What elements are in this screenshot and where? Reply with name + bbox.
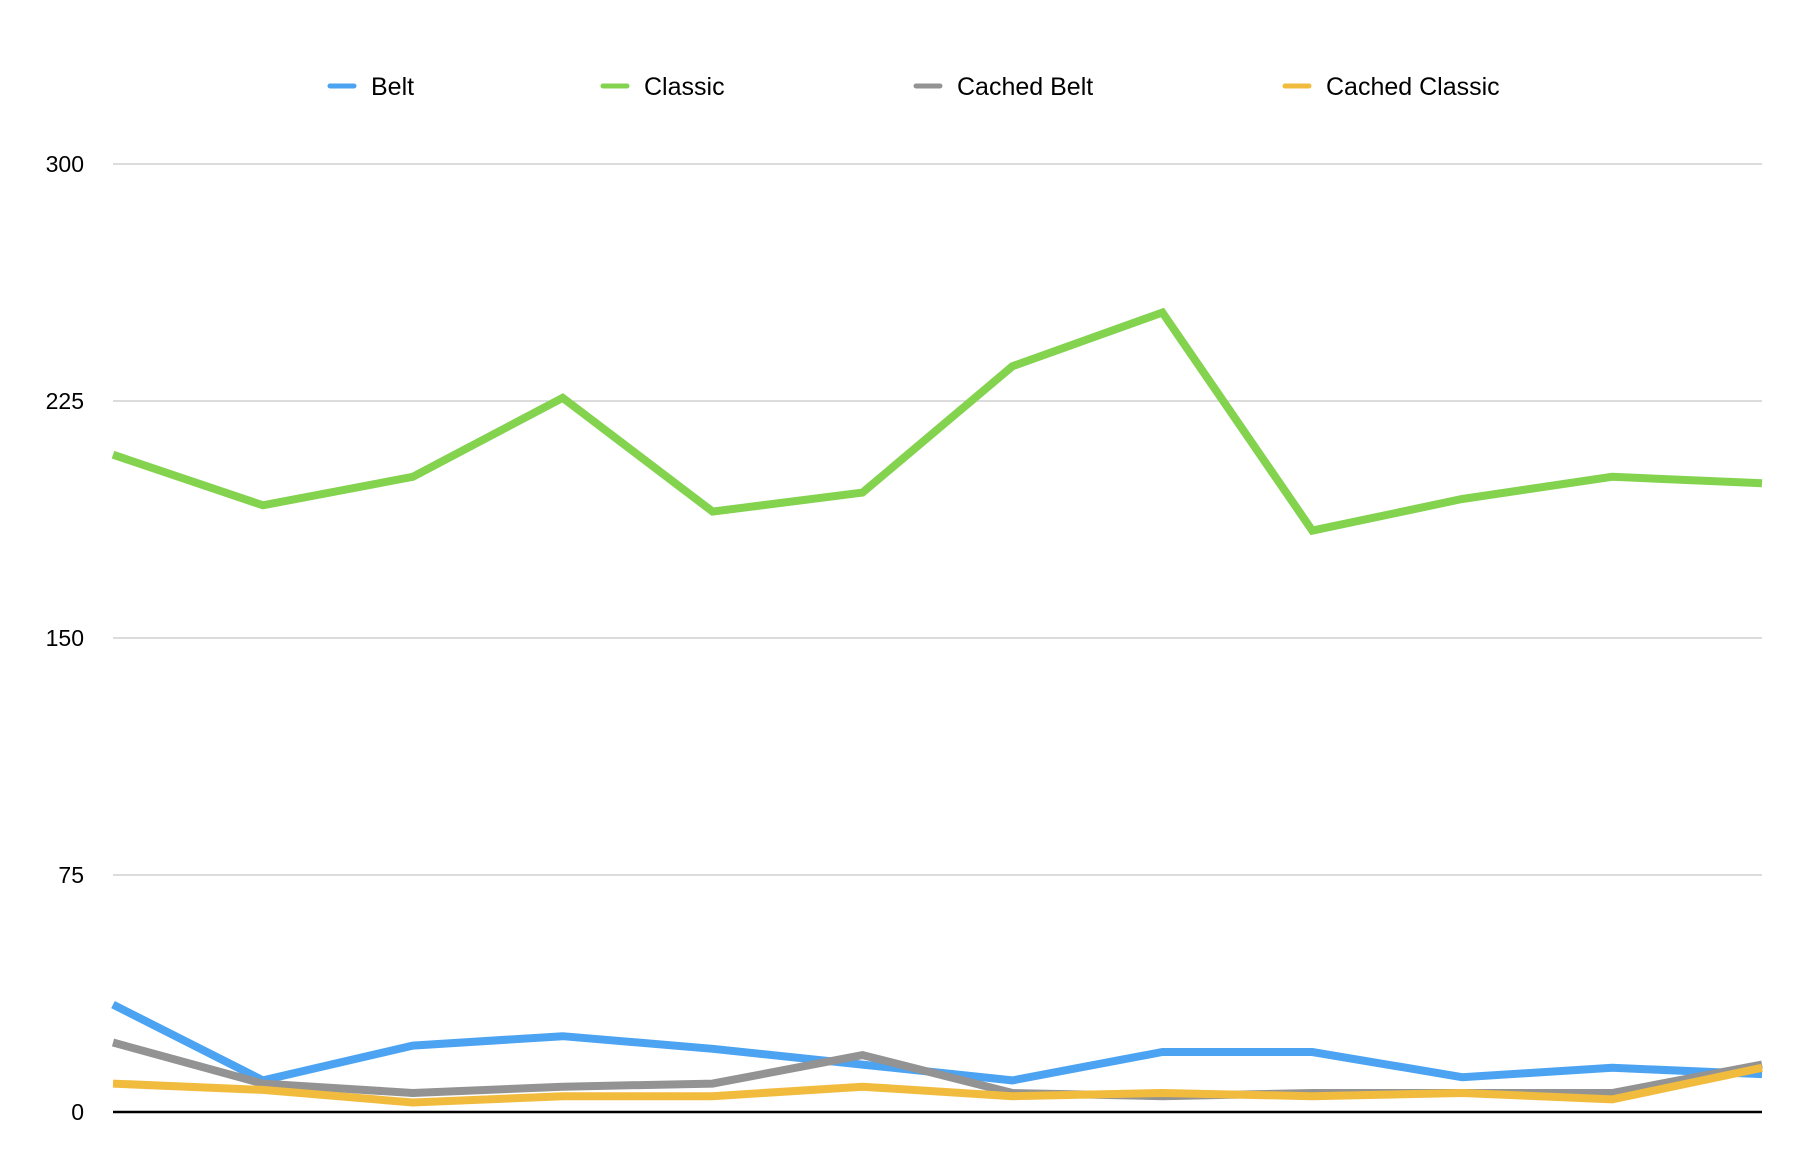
series-line-belt xyxy=(111,1001,1763,1085)
legend-item-cached-classic: Cached Classic xyxy=(1282,73,1500,101)
series-lines xyxy=(111,307,1763,1107)
y-tick-label: 0 xyxy=(71,1099,84,1125)
series-line-cached-classic xyxy=(112,1063,1763,1107)
series-line-classic xyxy=(111,307,1763,536)
legend: Belt Classic Cached Belt Cached Classic xyxy=(327,73,1500,101)
legend-item-classic: Classic xyxy=(600,73,725,101)
legend-label: Cached Classic xyxy=(1326,73,1500,101)
legend-label: Classic xyxy=(644,73,725,101)
y-tick-label: 150 xyxy=(46,625,84,651)
legend-label: Cached Belt xyxy=(957,73,1093,101)
y-tick-label: 300 xyxy=(46,151,84,177)
legend-item-cached-belt: Cached Belt xyxy=(913,73,1093,101)
y-axis-ticks: 0 75 150 225 300 xyxy=(46,151,84,1125)
legend-item-belt: Belt xyxy=(327,73,414,101)
y-tick-label: 225 xyxy=(46,388,84,414)
legend-label: Belt xyxy=(371,73,414,101)
grid-lines xyxy=(113,163,1762,876)
y-tick-label: 75 xyxy=(58,862,84,888)
